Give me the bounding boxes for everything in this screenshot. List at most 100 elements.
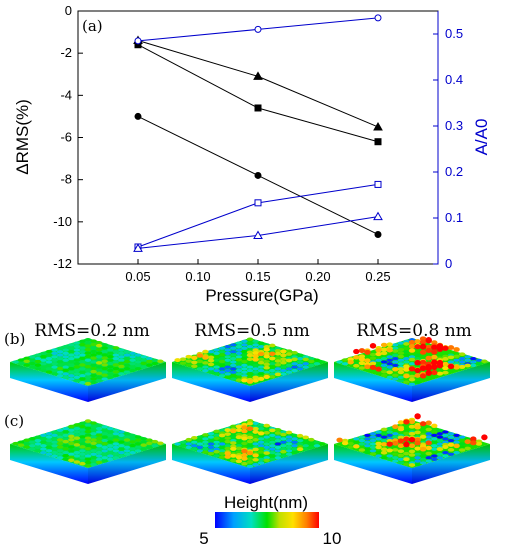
surface-bump xyxy=(107,358,114,362)
surface-bump xyxy=(179,440,187,444)
surface-bump xyxy=(358,445,366,450)
surface-bump xyxy=(202,369,209,373)
surface-bump xyxy=(392,373,399,377)
surface-bump xyxy=(112,360,120,364)
surface-bump xyxy=(235,459,243,464)
surface-bump xyxy=(296,353,304,357)
surface-bump xyxy=(397,362,405,366)
surface-bump xyxy=(107,451,114,455)
surface-bump xyxy=(45,439,53,443)
surface-bump xyxy=(101,366,108,371)
surface-bump xyxy=(118,351,125,355)
surface-bump xyxy=(95,433,103,437)
surface-bump xyxy=(408,362,416,366)
surface-bump xyxy=(269,437,276,441)
surface-bump xyxy=(118,437,125,441)
surface-bump xyxy=(263,345,270,349)
surface-bump xyxy=(375,366,382,372)
surface-bump xyxy=(224,362,231,366)
surface-bump xyxy=(481,359,488,364)
surface-bump xyxy=(431,457,438,461)
surface-bump xyxy=(375,347,382,353)
surface-bump xyxy=(79,452,86,456)
surface-bump xyxy=(392,360,399,364)
surface-bump xyxy=(207,432,215,436)
surface-bump xyxy=(235,358,243,362)
surface-bump xyxy=(246,357,254,361)
surface-bump xyxy=(419,446,427,452)
surface-bump xyxy=(101,350,108,354)
surface-bump xyxy=(95,371,103,376)
surface-bump xyxy=(392,353,399,357)
surface-bump xyxy=(51,362,58,366)
surface-bump xyxy=(224,351,231,355)
surface-bump xyxy=(436,452,444,456)
surface-bump xyxy=(40,440,47,444)
surface-bump xyxy=(79,432,86,436)
surface-bump xyxy=(207,449,215,453)
surface-bump xyxy=(397,461,405,465)
surface-bump xyxy=(397,435,405,440)
surface-bump xyxy=(101,435,108,439)
surface-bump xyxy=(84,433,92,437)
surface-bump xyxy=(84,443,92,448)
surface-bump xyxy=(112,366,120,371)
surface-bump xyxy=(386,358,393,362)
surface-bump xyxy=(84,381,92,386)
surface-bump xyxy=(107,440,114,444)
surface-bump xyxy=(51,365,58,369)
surface-bump xyxy=(84,372,92,376)
y-tick-label: -10 xyxy=(53,214,72,229)
surface-bump xyxy=(246,362,254,366)
surface-bump xyxy=(241,359,248,364)
surface-bump xyxy=(95,423,103,427)
surface-bump xyxy=(45,357,53,361)
surface-bump xyxy=(241,356,248,361)
surface-bump xyxy=(51,447,58,451)
surface-bump xyxy=(414,359,421,366)
surface-bump xyxy=(40,351,47,355)
surface-bump xyxy=(134,435,142,439)
surface-bump xyxy=(414,452,421,456)
surface-bump xyxy=(95,358,103,362)
surface-bump xyxy=(151,444,159,448)
surface-bump xyxy=(302,362,309,366)
surface-bump xyxy=(202,361,209,365)
surface-bump xyxy=(90,449,97,453)
surface-side-left xyxy=(10,362,88,402)
surface-bump xyxy=(425,440,432,446)
surface-bump xyxy=(375,451,382,455)
surface-bump xyxy=(224,358,231,362)
surface-bump xyxy=(79,350,86,354)
surface-bump xyxy=(68,346,75,350)
surface-bump xyxy=(224,436,231,440)
surface-bump xyxy=(123,356,131,361)
surface-bump xyxy=(263,423,270,428)
surface-bump xyxy=(62,437,69,441)
surface-bump xyxy=(386,342,393,347)
surface-bump xyxy=(475,358,483,362)
surface-bump xyxy=(73,433,81,437)
surface-bump xyxy=(123,370,131,374)
surface-bump xyxy=(347,359,354,365)
surface-render xyxy=(172,337,328,402)
surface-bump xyxy=(62,427,69,431)
surface-side-right xyxy=(412,362,490,402)
surface-bump xyxy=(101,456,108,460)
surface-bump xyxy=(207,362,215,367)
surface-bump xyxy=(134,363,142,367)
surface-bump xyxy=(392,357,399,361)
surface-bump xyxy=(112,442,120,446)
y-tick-label: -6 xyxy=(60,130,72,145)
surface-bump xyxy=(79,342,86,347)
surface-bump xyxy=(274,367,282,371)
rms-label-2: RMS=0.5 nm xyxy=(194,321,310,341)
surface-bump xyxy=(107,375,114,380)
surface-bump xyxy=(224,345,231,349)
surface-bump xyxy=(403,357,410,361)
surface-bump xyxy=(257,376,265,381)
surface-bump xyxy=(129,358,136,362)
surface-bump xyxy=(224,439,231,444)
surface-bump xyxy=(123,431,131,436)
surface-bump xyxy=(414,373,421,378)
